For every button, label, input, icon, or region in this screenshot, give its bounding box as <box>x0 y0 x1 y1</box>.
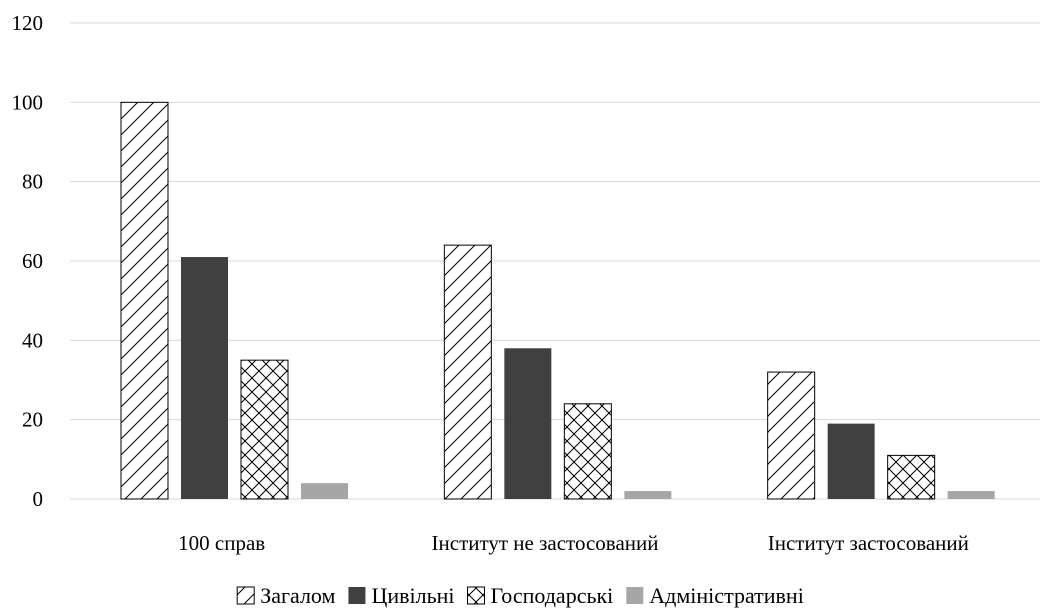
legend-item: Адміністративні <box>626 583 804 608</box>
legend-item: Цивільні <box>348 583 455 608</box>
bar <box>181 257 228 499</box>
y-tick-label: 80 <box>22 170 43 194</box>
legend-item: Загалом <box>236 583 336 608</box>
gridlines <box>70 22 1040 500</box>
y-tick-label: 120 <box>12 11 44 35</box>
legend-item: Господарські <box>467 583 614 608</box>
legend-swatch <box>348 587 366 604</box>
y-tick-label: 40 <box>22 328 43 352</box>
y-tick-label: 60 <box>22 249 43 273</box>
bar <box>504 348 552 499</box>
y-axis-tick-labels: 0 20 40 60 80 100 120 <box>12 11 44 511</box>
bar <box>301 483 348 499</box>
x-tick-label: 100 справ <box>178 531 265 555</box>
legend-label: Цивільні <box>371 583 454 608</box>
x-tick-label: Інститут не застосований <box>432 531 659 555</box>
bar <box>767 371 816 500</box>
x-axis-tick-labels: 100 справ Інститут не застосований Інститу… <box>178 531 969 555</box>
bar <box>120 101 169 500</box>
bars <box>120 101 995 500</box>
legend-swatch <box>236 586 255 605</box>
bar <box>443 244 492 500</box>
bar <box>947 491 995 499</box>
legend-swatch <box>626 587 644 604</box>
legend: Загалом Цивільні Господарські Адміністратив… <box>236 583 804 608</box>
bar <box>624 491 672 499</box>
bar <box>240 359 289 500</box>
y-tick-label: 100 <box>12 90 44 114</box>
legend-label: Господарські <box>491 583 614 608</box>
legend-swatch <box>467 586 485 605</box>
y-tick-label: 20 <box>22 408 43 432</box>
x-tick-label: Інститут застосований <box>768 531 969 555</box>
legend-label: Загалом <box>260 583 335 608</box>
bar <box>563 403 612 500</box>
bar <box>887 454 936 500</box>
bar <box>827 423 875 499</box>
y-tick-label: 0 <box>33 487 44 511</box>
legend-label: Адміністративні <box>649 583 804 608</box>
